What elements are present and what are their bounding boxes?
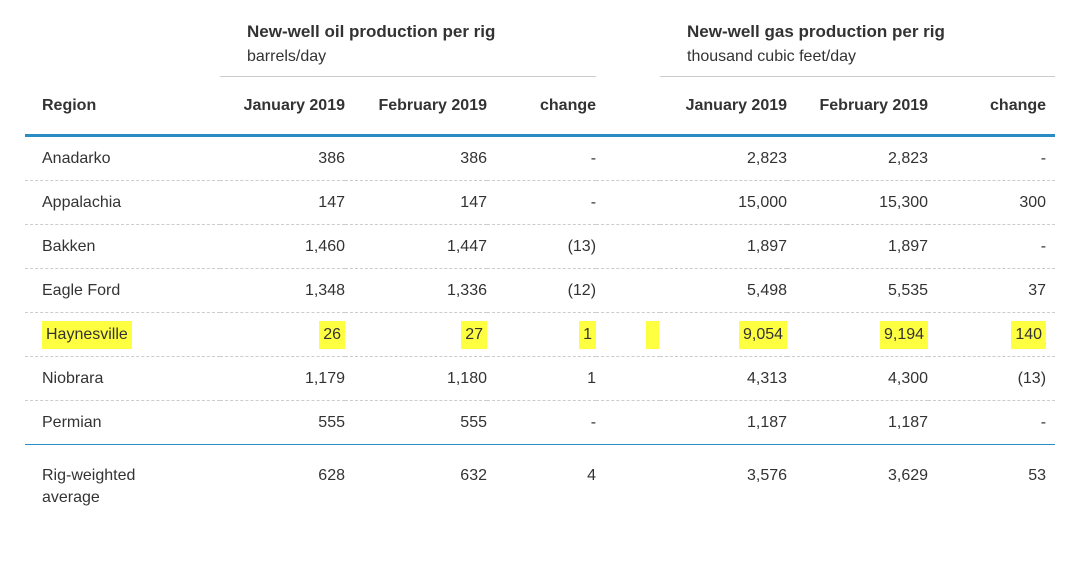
oil-jan-column-header: January 2019: [220, 76, 345, 137]
gas-change-cell: 53: [1028, 467, 1047, 484]
oil-jan-cell: 147: [220, 180, 345, 225]
oil-feb-cell: 632: [460, 467, 487, 484]
spacer-cell: [596, 445, 660, 510]
oil-jan-cell: 628: [318, 467, 345, 484]
gas-jan-column-header: January 2019: [660, 76, 788, 137]
gas-change-cell: -: [928, 224, 1056, 269]
table-row-niobrara: Niobrara 1,179 1,180 1 4,313 4,300 (13): [25, 356, 1056, 401]
region-cell: Rig-weighted average: [42, 467, 136, 506]
oil-feb-column-header: February 2019: [345, 76, 487, 137]
gas-jan-cell: 9,054: [660, 312, 788, 357]
gas-group-header: New-well gas production per rig thousand…: [660, 0, 1056, 77]
oil-group-title: New-well oil production per rig: [247, 22, 496, 41]
oil-group-header: New-well oil production per rig barrels/…: [220, 0, 597, 77]
oil-change-cell: (13): [487, 224, 597, 269]
spacer-cell: [596, 180, 661, 225]
gas-jan-cell: 2,823: [660, 135, 788, 181]
column-header-spacer: [596, 76, 661, 137]
gas-feb-cell: 2,823: [787, 135, 929, 181]
column-header-row: Region January 2019 February 2019 change…: [25, 76, 1056, 137]
oil-change-column-header: change: [487, 76, 597, 137]
oil-feb-cell: 555: [345, 400, 487, 445]
oil-change-cell: -: [487, 135, 597, 181]
oil-jan-cell: 1,348: [220, 268, 345, 313]
region-cell: Haynesville: [25, 312, 220, 357]
oil-jan-cell: 1,460: [220, 224, 345, 269]
table-row-anadarko: Anadarko 386 386 - 2,823 2,823 -: [25, 135, 1056, 181]
gas-feb-cell: 15,300: [787, 180, 929, 225]
gas-feb-cell: 9,194: [787, 312, 929, 357]
gas-jan-cell: 4,313: [660, 356, 788, 401]
gas-change-column-header: change: [928, 76, 1056, 137]
gas-feb-cell: 1,187: [787, 400, 929, 445]
spacer-cell: [596, 224, 661, 269]
oil-jan-cell: 26: [220, 312, 345, 357]
region-cell: Bakken: [25, 224, 220, 269]
region-cell: Anadarko: [25, 135, 220, 181]
spacer-cell: [596, 312, 661, 357]
oil-feb-cell: 147: [345, 180, 487, 225]
gas-change-cell: 37: [928, 268, 1056, 313]
oil-jan-cell: 555: [220, 400, 345, 445]
oil-change-cell: 4: [587, 467, 597, 484]
oil-jan-cell: 386: [220, 135, 345, 181]
group-header-row: New-well oil production per rig barrels/…: [25, 0, 1056, 77]
oil-feb-cell: 27: [345, 312, 487, 357]
gas-feb-cell: 1,897: [787, 224, 929, 269]
oil-feb-cell: 1,180: [345, 356, 487, 401]
gas-feb-column-header: February 2019: [787, 76, 929, 137]
spacer-cell: [596, 356, 661, 401]
spacer-cell: [596, 268, 661, 313]
gas-jan-cell: 3,576: [746, 467, 788, 484]
region-cell: Eagle Ford: [25, 268, 220, 313]
gas-change-cell: -: [928, 135, 1056, 181]
oil-change-cell: -: [487, 180, 597, 225]
production-per-rig-table: New-well oil production per rig barrels/…: [25, 0, 1056, 510]
table-row-appalachia: Appalachia 147 147 - 15,000 15,300 300: [25, 180, 1056, 225]
gas-group-unit: thousand cubic feet/day: [687, 48, 857, 65]
gas-jan-cell: 15,000: [660, 180, 788, 225]
table-row-bakken: Bakken 1,460 1,447 (13) 1,897 1,897 -: [25, 224, 1056, 269]
oil-change-cell: 1: [487, 312, 597, 357]
group-header-spacer: [25, 0, 220, 77]
oil-feb-cell: 1,336: [345, 268, 487, 313]
gas-change-cell: -: [928, 400, 1056, 445]
oil-change-cell: 1: [487, 356, 597, 401]
table-row-haynesville-highlighted: Haynesville 26 27 1 9,054 9,194 140: [25, 312, 1056, 357]
gas-jan-cell: 1,187: [660, 400, 788, 445]
gas-feb-cell: 4,300: [787, 356, 929, 401]
gas-feb-cell: 5,535: [787, 268, 929, 313]
table-row-rig-weighted-average: Rig-weighted average 628 632 4 3,576 3,6…: [25, 445, 1055, 510]
region-cell: Permian: [25, 400, 220, 445]
gas-change-cell: (13): [928, 356, 1056, 401]
table-row-eagle-ford: Eagle Ford 1,348 1,336 (12) 5,498 5,535 …: [25, 268, 1056, 313]
oil-change-cell: (12): [487, 268, 597, 313]
gas-change-cell: 140: [928, 312, 1056, 357]
spacer-cell: [596, 135, 661, 181]
group-gap-spacer: [596, 0, 660, 77]
oil-jan-cell: 1,179: [220, 356, 345, 401]
region-cell: Appalachia: [25, 180, 220, 225]
oil-group-unit: barrels/day: [247, 48, 327, 65]
gas-change-cell: 300: [928, 180, 1056, 225]
gas-feb-cell: 3,629: [887, 467, 929, 484]
table-row-permian: Permian 555 555 - 1,187 1,187 -: [25, 400, 1056, 445]
oil-change-cell: -: [487, 400, 597, 445]
region-column-header: Region: [25, 76, 220, 137]
spacer-highlight: [646, 320, 660, 349]
oil-feb-cell: 1,447: [345, 224, 487, 269]
oil-feb-cell: 386: [345, 135, 487, 181]
gas-group-title: New-well gas production per rig: [687, 22, 945, 41]
region-cell: Niobrara: [25, 356, 220, 401]
gas-jan-cell: 5,498: [660, 268, 788, 313]
gas-jan-cell: 1,897: [660, 224, 788, 269]
spacer-cell: [596, 400, 661, 445]
